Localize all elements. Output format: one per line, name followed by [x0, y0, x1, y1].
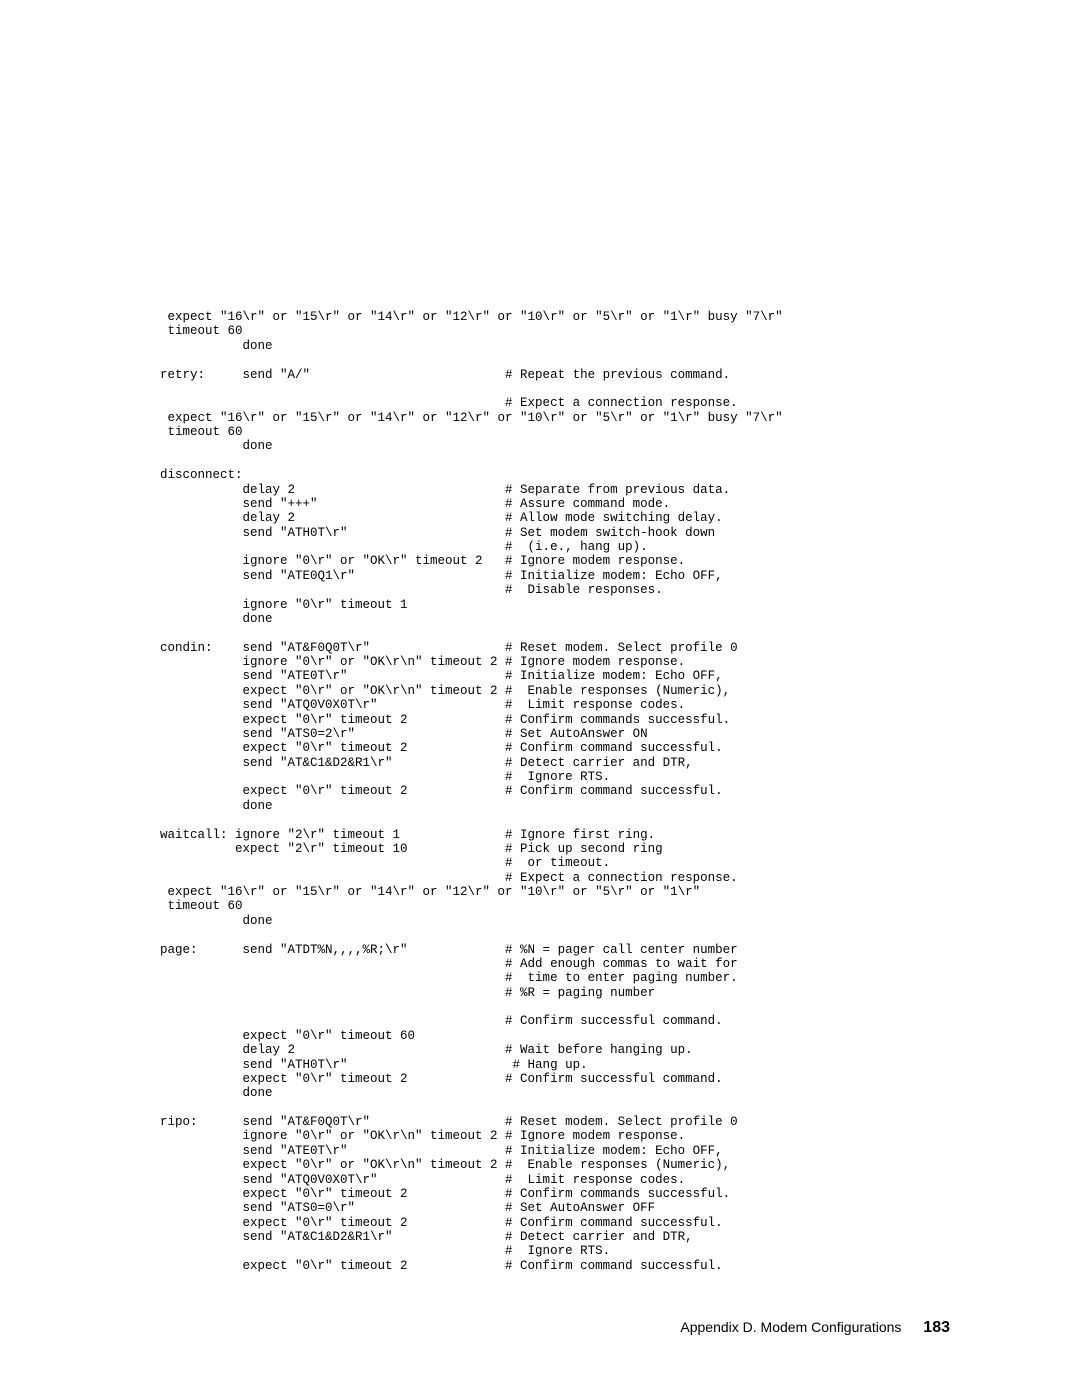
page-number: 183: [923, 1319, 950, 1336]
modem-config-script: expect "16\r" or "15\r" or "14\r" or "12…: [160, 310, 950, 1273]
page-footer: Appendix D. Modem Configurations 183: [680, 1319, 950, 1337]
footer-text: Appendix D. Modem Configurations: [680, 1319, 901, 1335]
